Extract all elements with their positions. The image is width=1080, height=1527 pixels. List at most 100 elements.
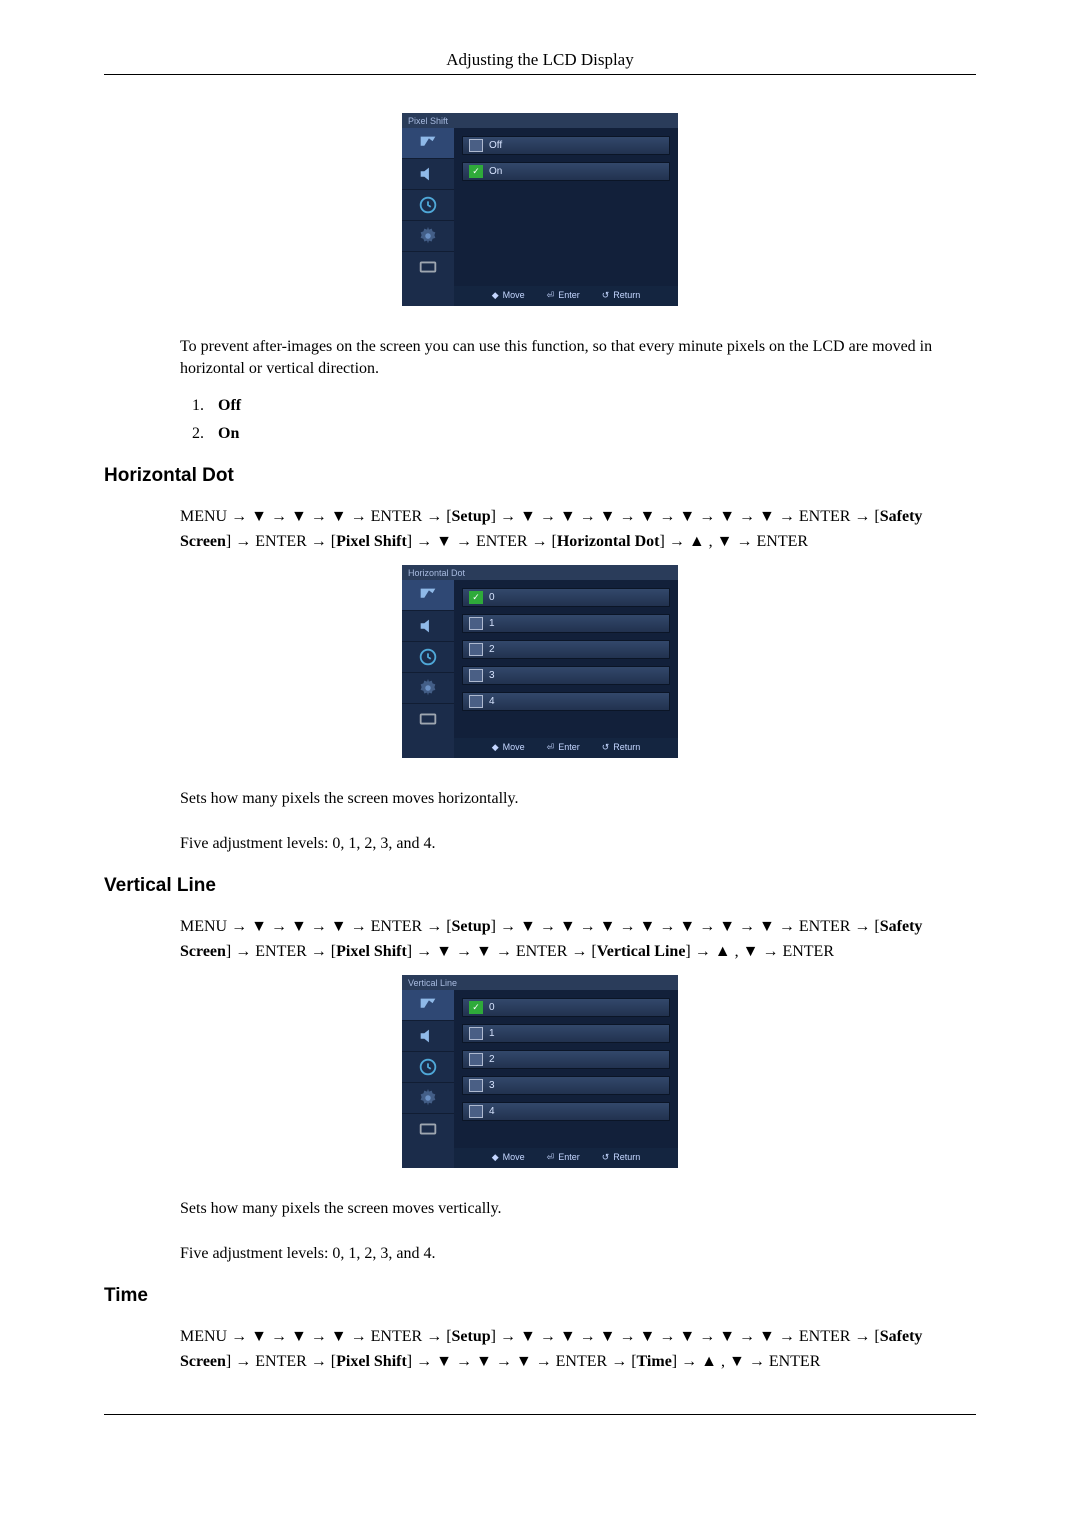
osd-option[interactable]: 0 xyxy=(462,998,670,1017)
nav-text: MENU xyxy=(180,918,227,935)
pixel-shift-desc: To prevent after-images on the screen yo… xyxy=(180,336,976,379)
osd-option-label: Off xyxy=(489,140,502,151)
nav-text: ENTER xyxy=(799,918,851,935)
osd-vertical-line: Vertical Line 0 1 2 3 4 Move Enter Retur… xyxy=(402,975,678,1168)
hd-desc2: Five adjustment levels: 0, 1, 2, 3, and … xyxy=(180,833,976,855)
footer-enter: Enter xyxy=(547,1152,580,1163)
nav-text: ENTER xyxy=(769,1353,821,1370)
osd-option-label: 1 xyxy=(489,618,495,629)
header-title: Adjusting the LCD Display xyxy=(446,50,633,69)
list-item: Off xyxy=(218,397,241,414)
picture-icon xyxy=(417,584,439,606)
osd-option[interactable]: 2 xyxy=(462,1050,670,1069)
input-icon xyxy=(417,1118,439,1140)
osd-option[interactable]: 1 xyxy=(462,1024,670,1043)
footer-move: Move xyxy=(492,290,525,301)
osd-option-label: 2 xyxy=(489,644,495,655)
nav-text: ENTER xyxy=(516,943,568,960)
nav-text: ENTER xyxy=(476,533,528,550)
nav-text: Setup xyxy=(452,918,491,935)
nav-text: ENTER xyxy=(255,533,307,550)
footer-return: Return xyxy=(602,1152,641,1163)
osd-horizontal-dot: Horizontal Dot 0 1 2 3 4 Move Enter Retu… xyxy=(402,565,678,758)
osd-option-label: 1 xyxy=(489,1028,495,1039)
osd-option[interactable]: 4 xyxy=(462,692,670,711)
picture-icon xyxy=(417,994,439,1016)
nav-vertical-line: MENU ENTER [Setup] ENTER [Safety Screen]… xyxy=(180,915,976,965)
gear-icon xyxy=(417,677,439,699)
nav-text: MENU xyxy=(180,1328,227,1345)
osd-option[interactable]: 4 xyxy=(462,1102,670,1121)
input-icon xyxy=(417,256,439,278)
nav-text: ENTER xyxy=(782,943,834,960)
osd-option[interactable]: 3 xyxy=(462,1076,670,1095)
footer-return: Return xyxy=(602,742,641,753)
nav-text: Pixel Shift xyxy=(336,943,407,960)
nav-text: ENTER xyxy=(799,508,851,525)
osd-option[interactable]: Off xyxy=(462,136,670,155)
osd-option[interactable]: On xyxy=(462,162,670,181)
osd-content: 0 1 2 3 4 xyxy=(454,580,678,738)
osd-pixel-shift: Pixel Shift Off On Move Enter Return xyxy=(402,113,678,306)
footer-move: Move xyxy=(492,742,525,753)
osd-sidebar xyxy=(402,990,454,1148)
nav-text: Setup xyxy=(452,508,491,525)
osd-option[interactable]: 2 xyxy=(462,640,670,659)
osd-title: Pixel Shift xyxy=(402,113,678,128)
nav-text: Setup xyxy=(452,1328,491,1345)
hd-desc1: Sets how many pixels the screen moves ho… xyxy=(180,788,976,810)
osd-footer: Move Enter Return xyxy=(454,738,678,758)
nav-text: Horizontal Dot xyxy=(557,533,660,550)
osd-option-label: 0 xyxy=(489,592,495,603)
sound-icon xyxy=(417,1025,439,1047)
section-heading: Horizontal Dot xyxy=(104,465,976,487)
section-heading: Vertical Line xyxy=(104,875,976,897)
time-icon xyxy=(417,194,439,216)
osd-option-label: 3 xyxy=(489,670,495,681)
nav-text: Vertical Line xyxy=(597,943,686,960)
nav-text: MENU xyxy=(180,508,227,525)
gear-icon xyxy=(417,225,439,247)
vl-desc1: Sets how many pixels the screen moves ve… xyxy=(180,1198,976,1220)
nav-text: ENTER xyxy=(371,508,423,525)
osd-footer: Move Enter Return xyxy=(454,1148,678,1168)
nav-horizontal-dot: MENU ENTER [Setup] ENTER [Safety Screen]… xyxy=(180,505,976,555)
nav-text: ENTER xyxy=(556,1353,608,1370)
picture-icon xyxy=(417,132,439,154)
osd-title: Horizontal Dot xyxy=(402,565,678,580)
nav-text: Pixel Shift xyxy=(336,1353,407,1370)
osd-option[interactable]: 1 xyxy=(462,614,670,633)
footer-enter: Enter xyxy=(547,290,580,301)
page-header: Adjusting the LCD Display xyxy=(104,50,976,75)
osd-content: Off On xyxy=(454,128,678,286)
nav-text: ENTER xyxy=(757,533,809,550)
osd-option-label: 4 xyxy=(489,696,495,707)
nav-text: Time xyxy=(637,1353,672,1370)
osd-content: 0 1 2 3 4 xyxy=(454,990,678,1148)
osd-title: Vertical Line xyxy=(402,975,678,990)
vl-desc2: Five adjustment levels: 0, 1, 2, 3, and … xyxy=(180,1243,976,1265)
time-icon xyxy=(417,646,439,668)
footer-enter: Enter xyxy=(547,742,580,753)
osd-option[interactable]: 0 xyxy=(462,588,670,607)
gear-icon xyxy=(417,1087,439,1109)
nav-text: ENTER xyxy=(255,943,307,960)
nav-time: MENU ENTER [Setup] ENTER [Safety Screen]… xyxy=(180,1325,976,1375)
osd-footer: Move Enter Return xyxy=(454,286,678,306)
sound-icon xyxy=(417,615,439,637)
osd-option[interactable]: 3 xyxy=(462,666,670,685)
nav-text: ENTER xyxy=(371,1328,423,1345)
osd-option-label: On xyxy=(489,166,502,177)
osd-sidebar xyxy=(402,128,454,286)
footer-move: Move xyxy=(492,1152,525,1163)
nav-text: ENTER xyxy=(255,1353,307,1370)
nav-text: ENTER xyxy=(371,918,423,935)
input-icon xyxy=(417,708,439,730)
nav-text: ENTER xyxy=(799,1328,851,1345)
sound-icon xyxy=(417,163,439,185)
section-heading: Time xyxy=(104,1285,976,1307)
osd-option-label: 4 xyxy=(489,1106,495,1117)
osd-sidebar xyxy=(402,580,454,738)
page-footer-rule xyxy=(104,1414,976,1415)
list-item: On xyxy=(218,425,239,442)
